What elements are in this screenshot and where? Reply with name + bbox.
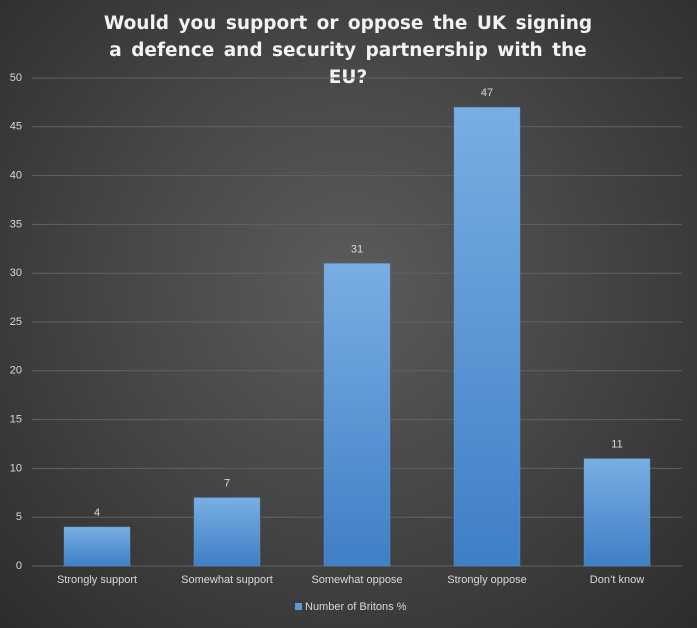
x-tick-label: Strongly oppose <box>447 574 527 586</box>
y-tick-label: 20 <box>10 365 22 377</box>
data-label: 31 <box>351 243 363 255</box>
bar <box>63 526 131 567</box>
y-tick-label: 30 <box>10 267 22 279</box>
data-label: 4 <box>94 507 100 519</box>
data-label: 11 <box>611 439 622 451</box>
data-label: 47 <box>481 87 493 99</box>
x-tick-label: Somewhat oppose <box>311 574 402 586</box>
x-tick-label: Strongly support <box>57 574 137 586</box>
bar <box>453 106 521 567</box>
y-tick-label: 35 <box>10 218 22 230</box>
y-tick-label: 25 <box>10 316 22 328</box>
legend-swatch <box>295 603 302 610</box>
bar <box>193 497 261 567</box>
legend-label: Number of Britons % <box>305 601 407 613</box>
x-tick-label: Don’t know <box>590 574 644 586</box>
y-tick-label: 45 <box>10 121 22 133</box>
bar <box>583 458 651 567</box>
y-tick-label: 50 <box>10 72 22 84</box>
chart-title: Would you support or oppose the UK signi… <box>103 13 593 88</box>
y-tick-label: 40 <box>10 170 22 182</box>
y-tick-label: 0 <box>16 560 22 572</box>
y-tick-label: 5 <box>16 511 22 523</box>
y-tick-label: 10 <box>10 462 22 474</box>
y-tick-label: 15 <box>10 414 22 426</box>
x-tick-label: Somewhat support <box>181 574 273 586</box>
data-label: 7 <box>224 478 230 490</box>
bar <box>323 262 391 567</box>
